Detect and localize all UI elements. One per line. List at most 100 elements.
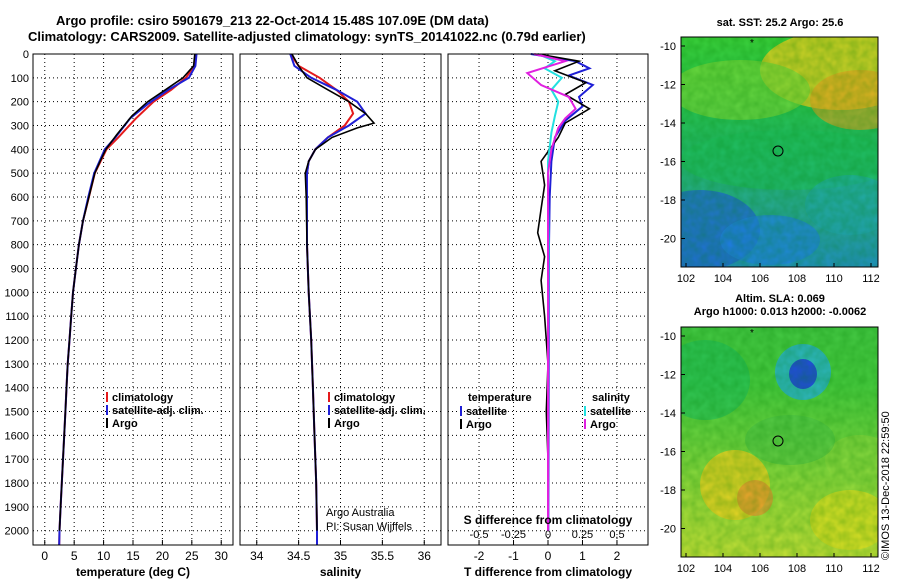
depth-tick-label: 1500: [5, 407, 29, 419]
depth-tick-label: 500: [11, 168, 29, 180]
sla-texture: [681, 327, 878, 557]
sst-float-marker: [772, 145, 784, 157]
sla-lon-label: 108: [788, 563, 806, 575]
x-tick-label: 25: [185, 549, 199, 563]
sla-lat-label: -12: [660, 370, 676, 382]
sla-lat-label: -18: [660, 485, 676, 497]
sla-lat-label: -10: [660, 331, 676, 343]
sla-frame: [680, 326, 879, 558]
legend-label: Argo: [112, 418, 138, 430]
series-line: [289, 53, 367, 545]
x-axis-label: salinity: [320, 565, 362, 579]
legend-label: Argo: [334, 418, 360, 430]
x-tick-label: 15: [126, 549, 140, 563]
x-tick-label: 20: [156, 549, 170, 563]
x-tick-label: 35: [334, 549, 348, 563]
timestamp-stamp: ©IMOS 13-Dec-2018 22:59:50: [880, 411, 892, 560]
sst-lat-label: -10: [660, 41, 676, 53]
s-tick-label: -0.5: [470, 529, 489, 541]
x-tick-label: 36: [418, 549, 432, 563]
legend-label: Argo: [466, 419, 492, 431]
sla-lon-label: 106: [751, 563, 769, 575]
x-tick-label: 30: [215, 549, 229, 563]
sst-map: *: [680, 36, 879, 268]
depth-tick-label: 200: [11, 97, 29, 109]
sst-body: [681, 37, 878, 267]
series-line: [58, 53, 197, 546]
x-tick-label: 35.5: [371, 549, 395, 563]
x-tick-label: -2: [474, 549, 485, 563]
sst-lon-label: 110: [825, 273, 843, 285]
credit-line: PI: Susan Wijffels: [326, 521, 412, 533]
sst-lat-label: -20: [660, 234, 676, 246]
x-tick-label: 0: [41, 549, 48, 563]
s-tick-label: 0.5: [609, 529, 624, 541]
legend-label: Argo: [590, 419, 616, 431]
sla-lat-label: -16: [660, 447, 676, 459]
sst-star-marker: *: [750, 38, 754, 49]
x-tick-label: 1: [579, 549, 586, 563]
depth-tick-label: 100: [11, 73, 29, 85]
depth-tick-label: 1000: [5, 287, 29, 299]
depth-tick-label: 900: [11, 264, 29, 276]
sst-texture: [681, 37, 878, 267]
depth-tick-label: 1600: [5, 430, 29, 442]
depth-tick-label: 1800: [5, 478, 29, 490]
sla-float-marker: [772, 435, 784, 447]
header-line-1: Argo profile: csiro 5901679_213 22-Oct-2…: [56, 13, 489, 28]
sla-lat-label: -20: [660, 524, 676, 536]
series-line: [58, 53, 196, 531]
sst-lat-label: -14: [660, 118, 676, 130]
sla-lon-label: 102: [677, 563, 695, 575]
sst-frame: [680, 36, 879, 268]
series-line: [525, 53, 577, 531]
header-line-2: Climatology: CARS2009. Satellite-adjuste…: [28, 29, 586, 44]
sst-lon-label: 108: [788, 273, 806, 285]
legend-label: satellite: [466, 406, 507, 418]
sla-lon-label: 104: [714, 563, 732, 575]
x-tick-label: 2: [614, 549, 621, 563]
secondary-axis-label: S difference from climatology: [464, 513, 633, 527]
credit-line: Argo Australia: [326, 507, 395, 519]
legend-header: salinity: [592, 392, 631, 404]
sla-map: *: [680, 326, 879, 558]
depth-tick-label: 1300: [5, 359, 29, 371]
x-tick-label: 10: [97, 549, 111, 563]
x-tick-label: 5: [71, 549, 78, 563]
sla-body: [681, 327, 878, 557]
x-tick-label: -1: [508, 549, 519, 563]
sla-lon-label: 110: [825, 563, 843, 575]
s-tick-label: 0.25: [572, 529, 593, 541]
legend-label: climatology: [112, 392, 174, 404]
depth-tick-label: 300: [11, 121, 29, 133]
sla-star-marker: *: [750, 328, 754, 339]
depth-tick-label: 600: [11, 192, 29, 204]
depth-tick-label: 1200: [5, 335, 29, 347]
sst-lon-label: 112: [862, 273, 880, 285]
depth-tick-label: 1400: [5, 383, 29, 395]
depth-tick-label: 400: [11, 144, 29, 156]
legend-label: climatology: [334, 392, 396, 404]
x-tick-label: 0: [545, 549, 552, 563]
x-axis-label: T difference from climatology: [464, 565, 632, 579]
sst-lat-label: -12: [660, 80, 676, 92]
sst-map-title: sat. SST: 25.2 Argo: 25.6: [717, 17, 844, 29]
s-tick-label: 0: [545, 529, 551, 541]
legend-label: satellite-adj. clim.: [112, 405, 204, 417]
legend-label: satellite: [590, 406, 631, 418]
sla-lon-label: 112: [862, 563, 880, 575]
sst-lon-label: 106: [751, 273, 769, 285]
sst-lat-label: -18: [660, 195, 676, 207]
sla-map-subtitle: Argo h1000: 0.013 h2000: -0.0062: [694, 306, 866, 318]
sla-lat-label: -14: [660, 408, 676, 420]
legend-header: temperature: [468, 392, 532, 404]
legend-label: satellite-adj. clim.: [334, 405, 426, 417]
depth-tick-label: 1100: [5, 311, 29, 323]
depth-tick-label: 1700: [5, 454, 29, 466]
depth-tick-label: 800: [11, 240, 29, 252]
sst-lat-label: -16: [660, 157, 676, 169]
depth-tick-label: 700: [11, 216, 29, 228]
series-line: [536, 53, 591, 531]
depth-tick-label: 2000: [5, 526, 29, 538]
